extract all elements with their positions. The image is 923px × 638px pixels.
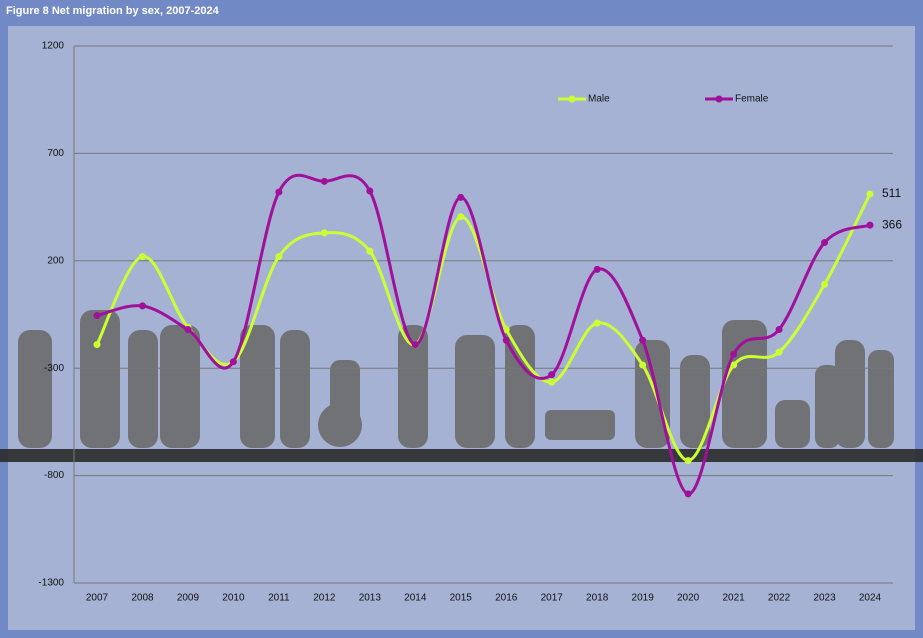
x-tick-label: 2007 — [86, 593, 109, 604]
marker — [866, 190, 874, 198]
x-tick-label: 2017 — [541, 593, 564, 604]
data-label: 366 — [882, 217, 902, 231]
x-tick-label: 2013 — [359, 593, 382, 604]
x-tick-label: 2008 — [131, 593, 154, 604]
marker — [184, 326, 192, 334]
legend-label: Male — [588, 94, 610, 105]
marker — [138, 302, 146, 310]
x-tick-label: 2024 — [859, 593, 882, 604]
x-tick-label: 2021 — [722, 593, 745, 604]
marker — [93, 341, 101, 349]
marker — [821, 239, 829, 247]
marker — [593, 319, 601, 327]
marker — [457, 193, 465, 201]
x-tick-label: 2016 — [495, 593, 518, 604]
marker — [548, 371, 556, 379]
marker — [93, 312, 101, 320]
marker — [275, 188, 283, 196]
marker — [730, 350, 738, 358]
x-tick-label: 2009 — [177, 593, 200, 604]
x-tick-label: 2023 — [813, 593, 836, 604]
x-tick-label: 2022 — [768, 593, 791, 604]
marker — [366, 247, 374, 255]
marker — [502, 326, 510, 334]
y-tick-label: -1300 — [38, 578, 64, 589]
marker — [320, 229, 328, 237]
marker — [821, 280, 829, 288]
x-tick-label: 2010 — [222, 593, 245, 604]
legend-marker — [568, 95, 576, 103]
x-tick-label: 2020 — [677, 593, 700, 604]
marker — [775, 348, 783, 356]
marker — [457, 213, 465, 221]
marker — [275, 253, 283, 261]
y-tick-label: -300 — [44, 363, 64, 374]
marker — [229, 358, 237, 366]
marker — [411, 341, 419, 349]
x-tick-label: 2018 — [586, 593, 609, 604]
marker — [138, 253, 146, 261]
y-tick-label: -800 — [44, 470, 64, 481]
chart-title: Figure 8 Net migration by sex, 2007-2024 — [6, 5, 220, 17]
legend-marker — [715, 95, 723, 103]
line — [96, 173, 871, 496]
legend-label: Female — [735, 94, 769, 105]
silhouettes — [0, 310, 923, 462]
x-tick-label: 2012 — [313, 593, 336, 604]
x-tick-label: 2014 — [404, 593, 427, 604]
data-label: 511 — [882, 186, 901, 200]
x-tick-label: 2019 — [632, 593, 655, 604]
marker — [684, 490, 692, 498]
marker — [684, 457, 692, 465]
marker — [639, 361, 647, 369]
marker — [320, 177, 328, 185]
x-tick-label: 2011 — [268, 593, 290, 604]
marker — [548, 378, 556, 386]
marker — [866, 221, 874, 229]
marker — [639, 336, 647, 344]
y-tick-label: 200 — [47, 255, 64, 266]
marker — [593, 265, 601, 273]
y-tick-label: 700 — [47, 148, 64, 159]
marker — [775, 326, 783, 334]
x-tick-label: 2015 — [450, 593, 473, 604]
marker — [366, 187, 374, 195]
marker — [730, 361, 738, 369]
y-tick-label: 1200 — [42, 41, 65, 52]
marker — [502, 336, 510, 344]
